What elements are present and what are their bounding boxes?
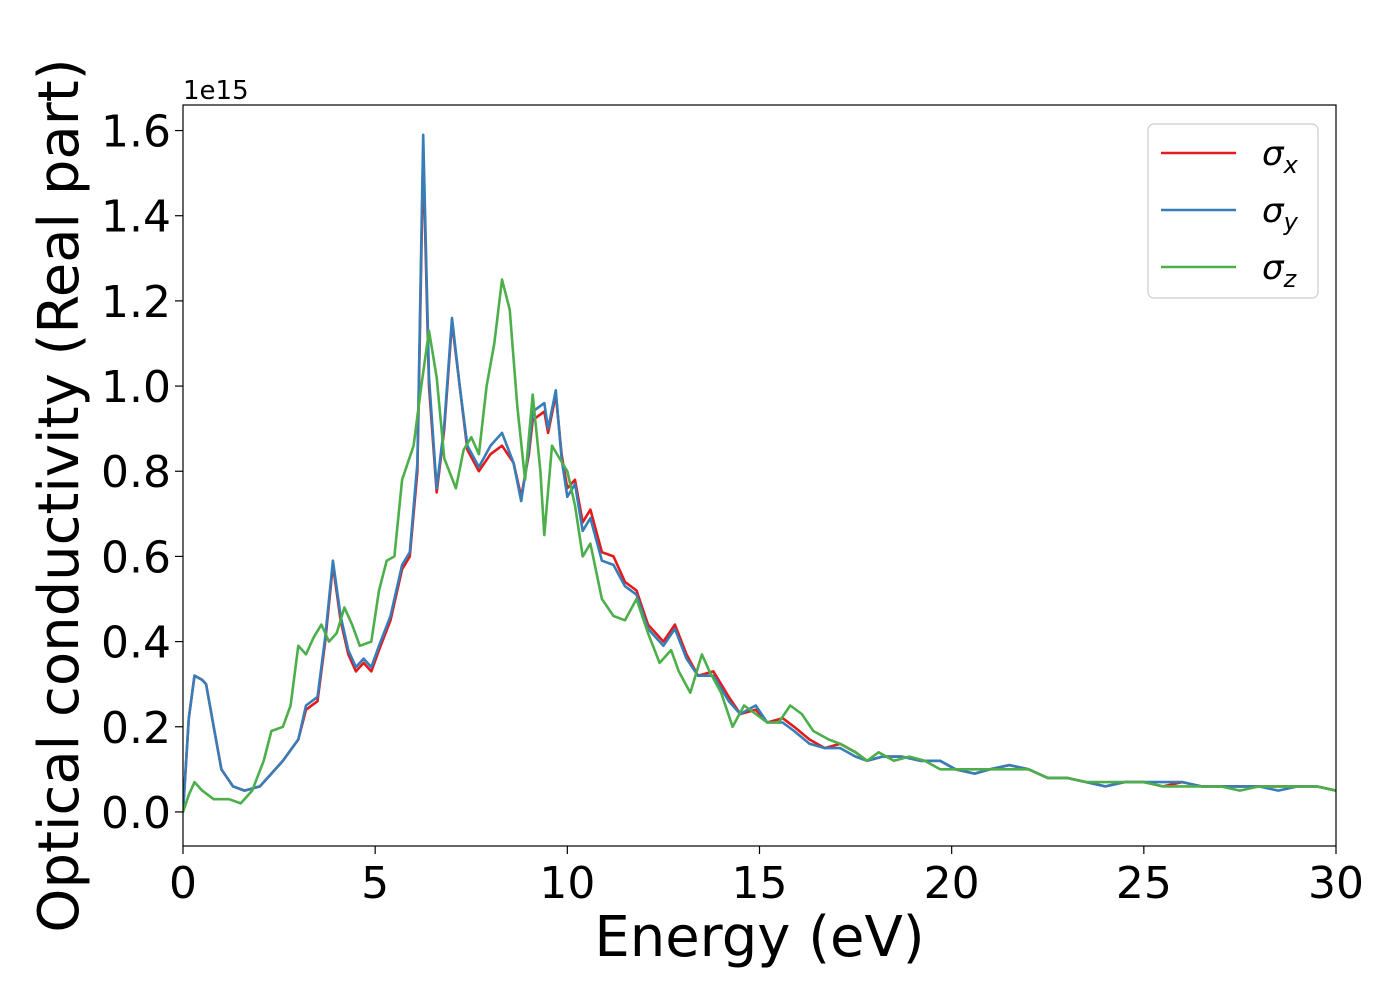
y-tick-label: 0.6 bbox=[101, 532, 171, 583]
y-tick-label: 1.6 bbox=[101, 107, 171, 158]
y-tick-label: 1.0 bbox=[101, 362, 171, 413]
legend-label-x: σx bbox=[1262, 134, 1299, 179]
legend-label-z: σz bbox=[1262, 248, 1298, 293]
y-tick-label: 0.4 bbox=[101, 618, 171, 669]
y-tick-label: 0.8 bbox=[101, 447, 171, 498]
series-line-z bbox=[183, 278, 1336, 814]
y-axis-ticks: 0.0 0.2 0.4 0.6 0.8 1.0 1.2 1.4 1.6 bbox=[101, 107, 183, 839]
x-tick-label: 25 bbox=[1116, 858, 1172, 909]
series-lines bbox=[183, 133, 1336, 814]
x-tick-label: 30 bbox=[1308, 858, 1364, 909]
x-axis-ticks: 0 5 10 15 20 25 30 bbox=[169, 846, 1364, 909]
legend-label-y: σy bbox=[1262, 191, 1299, 236]
x-tick-label: 15 bbox=[732, 858, 788, 909]
x-tick-label: 20 bbox=[924, 858, 980, 909]
y-axis-label: Optical conductivity (Real part) bbox=[27, 58, 92, 932]
y-tick-label: 0.0 bbox=[101, 788, 171, 839]
x-axis-label: Energy (eV) bbox=[594, 905, 924, 970]
x-tick-label: 5 bbox=[361, 858, 389, 909]
y-offset-label: 1e15 bbox=[183, 76, 249, 106]
x-tick-label: 0 bbox=[169, 858, 197, 909]
y-tick-label: 1.2 bbox=[101, 277, 171, 328]
y-tick-label: 1.4 bbox=[101, 192, 171, 243]
x-tick-label: 10 bbox=[539, 858, 595, 909]
y-tick-label: 0.2 bbox=[101, 703, 171, 754]
legend: σx σy σz bbox=[1147, 123, 1319, 299]
